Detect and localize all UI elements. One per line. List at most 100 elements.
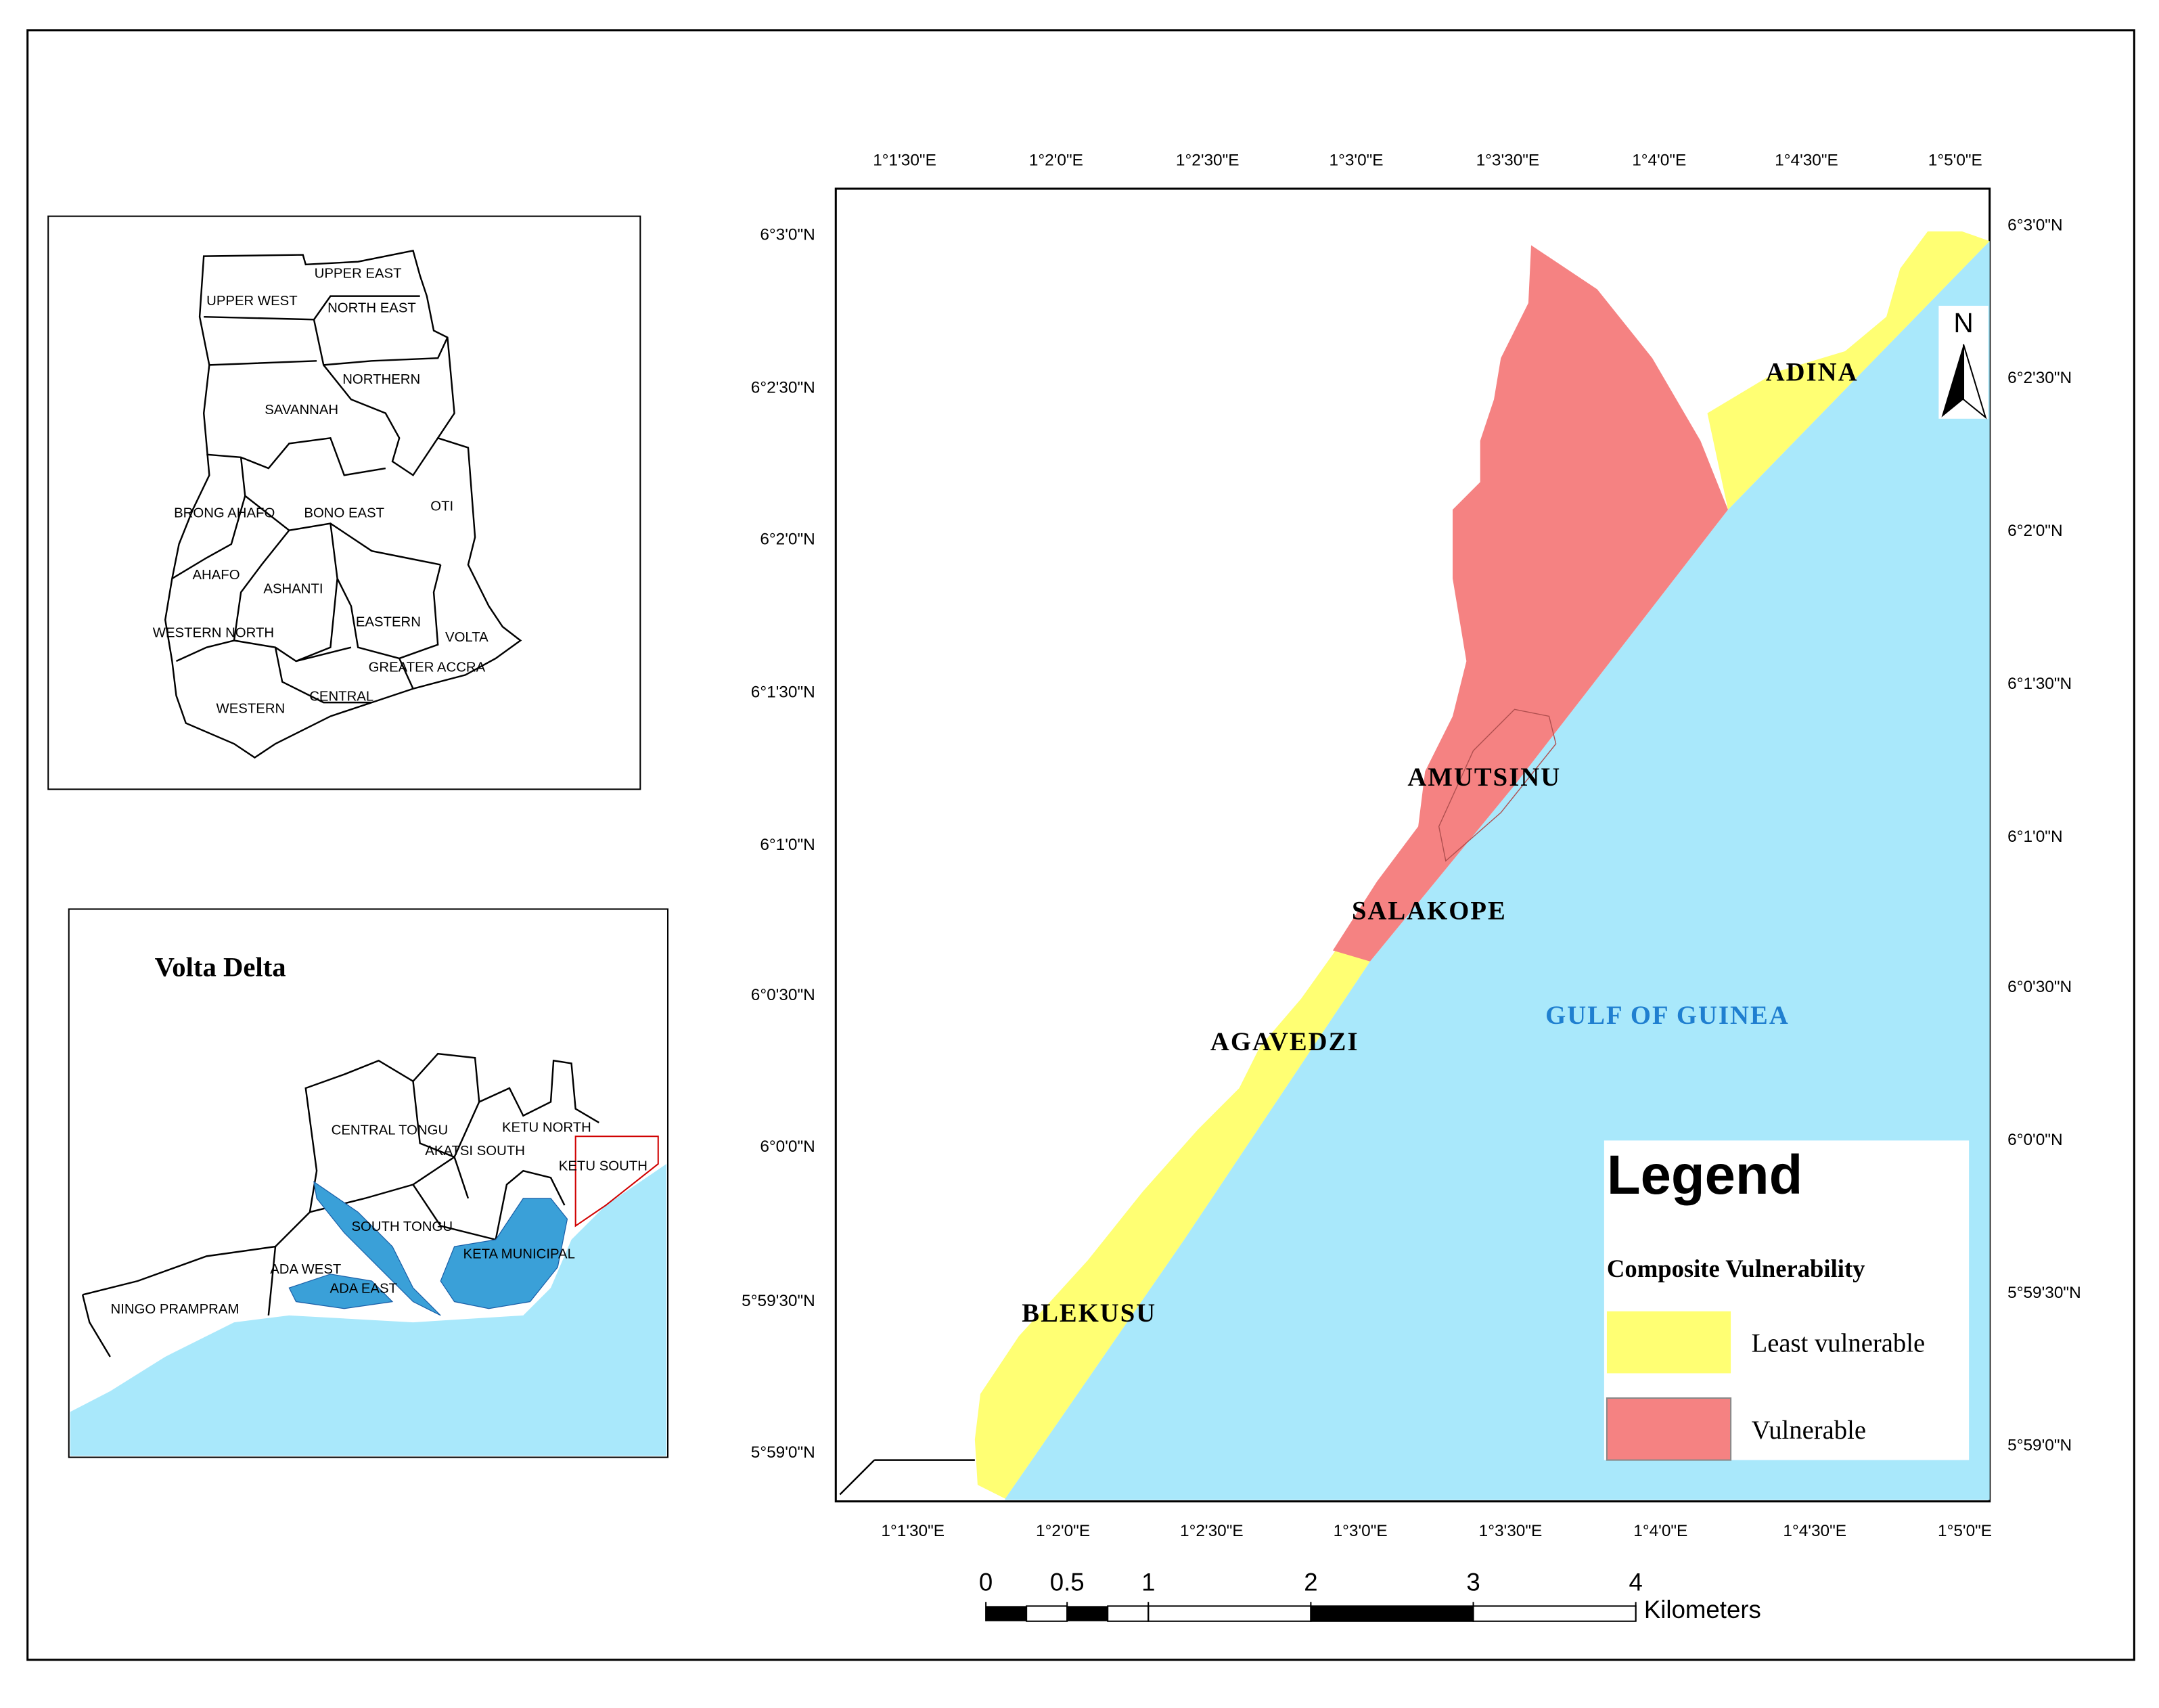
legend-label: Vulnerable: [1752, 1416, 1866, 1445]
latitude-label: 5°59'0"N: [751, 1443, 815, 1462]
scale-segment: [1310, 1605, 1474, 1622]
longitude-label: 1°4'30"E: [1783, 1522, 1846, 1540]
region-label: NORTHERN: [342, 372, 420, 387]
scale-segment: [986, 1606, 1027, 1621]
place-label: BLEKUSU: [1022, 1299, 1156, 1328]
latitude-label: 6°1'0"N: [760, 836, 815, 854]
longitude-label: 1°5'0"E: [1938, 1522, 1992, 1540]
region-label: UPPER WEST: [206, 294, 298, 309]
longitude-label: 1°3'0"E: [1334, 1522, 1388, 1540]
district-label: NINGO PRAMPRAM: [111, 1302, 240, 1317]
latitude-label: 6°1'0"N: [2007, 828, 2062, 846]
longitude-label: 1°2'30"E: [1176, 152, 1240, 170]
scale-tick-label: 4: [1629, 1568, 1642, 1596]
north-arrow: [1941, 344, 1964, 418]
latitude-label: 5°59'30"N: [742, 1292, 815, 1310]
place-label: AMUTSINU: [1407, 763, 1561, 792]
scale-segment: [1147, 1605, 1312, 1622]
scale-tick-label: 3: [1466, 1568, 1480, 1596]
district-label: KETA MUNICIPAL: [463, 1247, 575, 1262]
scale-segment: [1067, 1606, 1108, 1621]
sea-label: GULF OF GUINEA: [1545, 1002, 1790, 1030]
latitude-label: 6°2'30"N: [751, 378, 815, 397]
latitude-label: 5°59'0"N: [2007, 1437, 2072, 1455]
district-label: AKATSI SOUTH: [425, 1144, 525, 1159]
scale-segment: [1107, 1605, 1150, 1622]
map-edge-line: [839, 1459, 975, 1496]
longitude-label: 1°4'30"E: [1775, 152, 1838, 170]
legend-swatch: [1606, 1311, 1731, 1374]
latitude-label: 6°1'30"N: [2007, 675, 2072, 693]
place-label: SALAKOPE: [1352, 897, 1507, 925]
ketu-south-border: [574, 1136, 659, 1228]
delta-lagoons: [288, 1181, 568, 1316]
longitude-label: 1°3'30"E: [1479, 1522, 1543, 1540]
region-label: WESTERN: [217, 702, 286, 717]
longitude-label: 1°3'30"E: [1476, 152, 1540, 170]
latitude-label: 6°2'0"N: [2007, 522, 2062, 540]
longitude-label: 1°4'0"E: [1633, 1522, 1687, 1540]
legend-label: Least vulnerable: [1752, 1330, 1925, 1358]
longitude-label: 1°2'0"E: [1029, 152, 1083, 170]
latitude-label: 6°0'30"N: [2007, 978, 2072, 996]
scale-tick-label: 0.5: [1050, 1568, 1085, 1596]
scale-tick-label: 2: [1304, 1568, 1317, 1596]
latitude-label: 5°59'30"N: [2007, 1284, 2081, 1302]
longitude-label: 1°4'0"E: [1632, 152, 1686, 170]
scale-unit: Kilometers: [1644, 1596, 1761, 1623]
longitude-label: 1°1'30"E: [881, 1522, 945, 1540]
delta-inset-title: Volta Delta: [155, 951, 286, 982]
region-label: EASTERN: [356, 614, 421, 629]
north-arrow: [1963, 344, 1987, 420]
latitude-label: 6°3'0"N: [760, 226, 815, 244]
region-label: CENTRAL: [309, 689, 373, 704]
latitude-label: 6°2'30"N: [2007, 369, 2072, 387]
region-label: ASHANTI: [263, 582, 323, 597]
region-label: VOLTA: [445, 630, 488, 645]
region-label: NORTH EAST: [327, 300, 416, 315]
region-label: BRONG AHAFO: [174, 506, 275, 521]
region-label: OTI: [430, 499, 453, 514]
latitude-label: 6°3'0"N: [2007, 216, 2062, 234]
region-label: WESTERN NORTH: [153, 626, 274, 641]
longitude-label: 1°1'30"E: [873, 152, 936, 170]
scale-tick-label: 1: [1141, 1568, 1155, 1596]
legend-subtitle: Composite Vulnerability: [1607, 1255, 1865, 1282]
ghana-outline: [164, 250, 522, 759]
latitude-label: 6°0'30"N: [751, 986, 815, 1004]
region-label: UPPER EAST: [315, 266, 402, 281]
legend-title: Legend: [1607, 1144, 1802, 1206]
longitude-label: 1°5'0"E: [1928, 152, 1982, 170]
latitude-label: 6°2'0"N: [760, 530, 815, 548]
region-label: GREATER ACCRA: [369, 660, 486, 675]
delta-inset-sea: [70, 1163, 666, 1456]
vulnerable-zone: [1332, 245, 1729, 962]
district-label: SOUTH TONGU: [351, 1219, 453, 1234]
legend-swatch: [1606, 1397, 1732, 1461]
least-vulnerable-zone: [1707, 231, 1990, 510]
region-label: AHAFO: [192, 568, 240, 583]
longitude-label: 1°2'0"E: [1036, 1522, 1090, 1540]
district-label: ADA WEST: [270, 1262, 341, 1277]
district-label: ADA EAST: [330, 1282, 397, 1297]
delta-district-borders: [81, 1052, 599, 1357]
district-label: KETU NORTH: [502, 1120, 591, 1135]
coordinate-labels: 1°1'30"E 1°1'30"E 1°2'0"E 1°2'0"E 1°2'30"E 1°…: [742, 152, 2081, 1540]
district-label: KETU SOUTH: [559, 1159, 647, 1173]
scale-bar: 0 0.5 1 2 3 4: [979, 1568, 1643, 1622]
region-label: BONO EAST: [304, 506, 384, 521]
scale-tick-label: 0: [979, 1568, 993, 1596]
region-label: SAVANNAH: [265, 403, 338, 418]
place-label: AGAVEDZI: [1210, 1028, 1359, 1056]
latitude-label: 6°0'0"N: [2007, 1131, 2062, 1149]
latitude-label: 6°1'30"N: [751, 683, 815, 701]
scale-segment: [1472, 1605, 1637, 1622]
longitude-label: 1°3'0"E: [1330, 152, 1384, 170]
least-vulnerable-zone: [974, 950, 1370, 1499]
ghana-inset-frame: [47, 215, 641, 790]
inner-boundary: [1438, 709, 1557, 862]
ghana-region-borders: [171, 295, 449, 704]
north-arrow-label: N: [1953, 307, 1973, 338]
